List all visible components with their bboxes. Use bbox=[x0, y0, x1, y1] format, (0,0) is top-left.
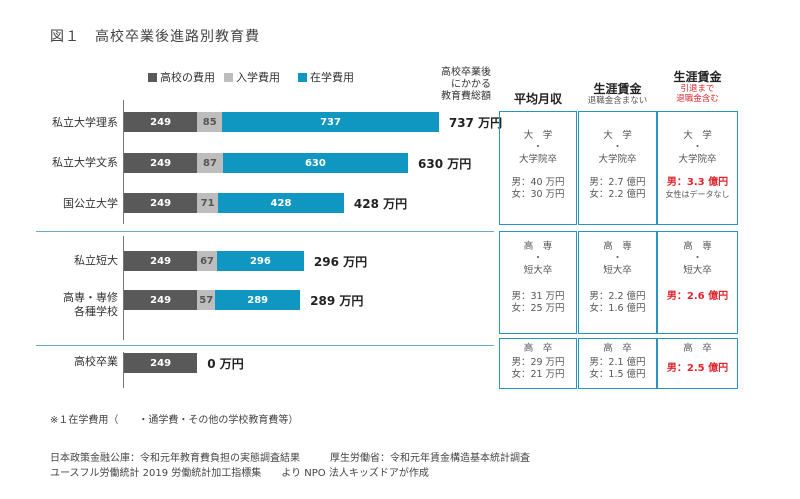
lifetime-cell: 高 専・短大卒 男：2.2 億円 女：1.6 億円 bbox=[578, 231, 657, 334]
bar-segment-high-school: 249 bbox=[124, 153, 198, 173]
category-label: 国公立大学 bbox=[63, 197, 118, 210]
column-subtitle: 退職金含む bbox=[676, 94, 719, 104]
lifetime-retire-cell: 大 学・大学院卒 男：3.3 億円 女性はデータなし bbox=[657, 111, 738, 225]
column-header-lifetime-retire: 生涯賃金 引退まで 退職金含む bbox=[657, 70, 738, 104]
monthly-cell: 高 専・短大卒 男：31 万円 女：25 万円 bbox=[499, 231, 577, 334]
bar-segment-admission: 85 bbox=[197, 112, 223, 132]
chart-title: 図１ 高校卒業後進路別教育費 bbox=[50, 29, 260, 45]
bar-segment-study: 428 bbox=[218, 193, 344, 213]
legend-swatch bbox=[224, 72, 233, 82]
bar-total-label: 296 万円 bbox=[313, 255, 368, 269]
column-title: 生涯賃金 bbox=[673, 70, 722, 84]
bar-total-label: 630 万円 bbox=[418, 157, 472, 171]
column-subtitle: 退職金含まない bbox=[587, 96, 648, 106]
category-label: 私立大学理系 bbox=[52, 116, 118, 129]
bar-segment-high-school: 249 bbox=[124, 290, 198, 310]
column-header-monthly: 平均月収 bbox=[499, 92, 577, 106]
bar-segment-admission: 87 bbox=[197, 153, 223, 173]
total-header: 高校卒業後 にかかる 教育費総額 bbox=[405, 67, 491, 103]
group-divider bbox=[36, 231, 494, 232]
bar-total-label: 737 万円 bbox=[448, 116, 503, 130]
legend-label: 入学費用 bbox=[236, 71, 280, 84]
monthly-cell: 大 学・大学院卒 男：40 万円 女：30 万円 bbox=[499, 111, 577, 225]
lifetime-retire-cell: 高 専・短大卒 男：2.6 億円 bbox=[657, 231, 738, 334]
lifetime-retire-cell: 高 卒 男：2.5 億円 bbox=[657, 338, 738, 389]
total-header-line: にかかる bbox=[451, 79, 491, 90]
lifetime-cell: 高 卒 男：2.1 億円 女：1.5 億円 bbox=[578, 338, 657, 389]
bar-segment-study: 630 bbox=[222, 153, 408, 173]
monthly-cell: 高 卒 男：29 万円 女：21 万円 bbox=[499, 338, 577, 389]
bar-total-label: 428 万円 bbox=[353, 197, 408, 211]
axis-line bbox=[123, 236, 124, 340]
group-divider bbox=[36, 345, 494, 346]
bar-segment-admission: 71 bbox=[197, 193, 219, 213]
category-label: 高専・専修 各種学校 bbox=[63, 291, 118, 318]
source-line: 日本政策金融公庫：令和元年教育費負担の実態調査結果 厚生労働省：令和元年賃金構造… bbox=[50, 453, 530, 464]
column-header-lifetime: 生涯賃金 退職金含まない bbox=[578, 82, 657, 106]
legend-item-high-school: 高校の費用 bbox=[148, 69, 215, 85]
legend-item-admission: 入学費用 bbox=[224, 69, 280, 85]
footnote: ※１在学費用（ ・通学費・その他の学校教育費等） bbox=[50, 415, 299, 426]
bar-segment-study: 737 bbox=[222, 112, 439, 132]
legend-label: 高校の費用 bbox=[160, 71, 215, 84]
category-label: 私立短大 bbox=[74, 254, 118, 267]
bar-segment-study: 289 bbox=[215, 290, 301, 310]
legend-swatch bbox=[148, 72, 157, 82]
total-header-line: 高校卒業後 bbox=[441, 67, 491, 78]
axis-line bbox=[123, 100, 124, 224]
bar-segment-high-school: 249 bbox=[124, 251, 198, 271]
column-subtitle: 引退まで bbox=[680, 84, 715, 94]
bar-total-label: 289 万円 bbox=[310, 294, 364, 308]
source-line: ユースフル労働統計 2019 労働統計加工指標集 より NPO 法人キッズドアが… bbox=[50, 468, 429, 479]
total-header-line: 教育費総額 bbox=[441, 91, 491, 102]
legend-label: 在学費用 bbox=[310, 71, 354, 84]
lifetime-cell: 大 学・大学院卒 男：2.7 億円 女：2.2 億円 bbox=[578, 111, 657, 225]
bar-segment-study: 296 bbox=[216, 251, 304, 271]
column-title: 生涯賃金 bbox=[593, 82, 642, 96]
legend-item-study: 在学費用 bbox=[298, 69, 354, 85]
category-label: 高校卒業 bbox=[74, 355, 118, 368]
bar-segment-high-school: 249 bbox=[124, 353, 198, 373]
bar-segment-admission: 57 bbox=[197, 290, 216, 310]
column-title: 平均月収 bbox=[513, 92, 562, 106]
bar-segment-high-school: 249 bbox=[124, 112, 198, 132]
axis-line bbox=[123, 352, 124, 388]
legend-swatch bbox=[298, 72, 307, 82]
bar-total-label: 0 万円 bbox=[207, 357, 244, 371]
bar-segment-high-school: 249 bbox=[124, 193, 198, 213]
category-label: 私立大学文系 bbox=[52, 156, 118, 169]
bar-segment-admission: 67 bbox=[197, 251, 217, 271]
